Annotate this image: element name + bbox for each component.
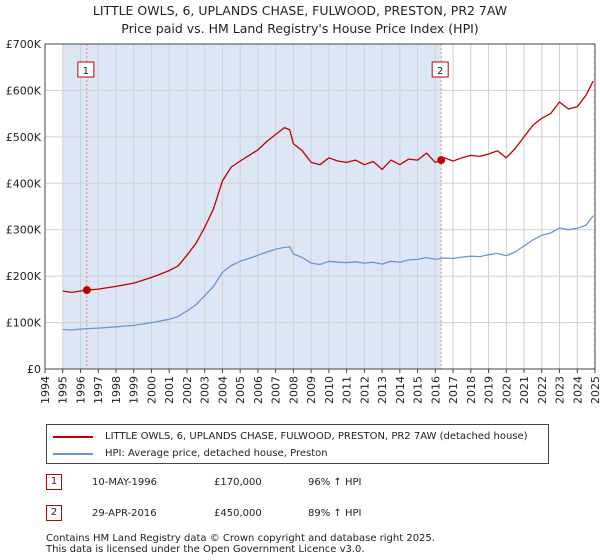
transaction-date: 29-APR-2016: [92, 508, 157, 519]
x-tick-label: 2020: [500, 376, 513, 404]
chart-title: LITTLE OWLS, 6, UPLANDS CHASE, FULWOOD, …: [0, 2, 600, 38]
footer-line2: This data is licensed under the Open Gov…: [46, 544, 365, 555]
x-tick-label: 2003: [199, 376, 212, 404]
x-tick-label: 1995: [57, 376, 70, 404]
price-chart: £0 £100K £200K £300K £400K £500K £600K £700K 199…: [6, 38, 600, 404]
chart-title-line1: LITTLE OWLS, 6, UPLANDS CHASE, FULWOOD, …: [92, 3, 508, 18]
legend: LITTLE OWLS, 6, UPLANDS CHASE, FULWOOD, …: [46, 424, 549, 464]
footer: Contains HM Land Registry data © Crown c…: [46, 533, 435, 555]
sale-point: [82, 286, 91, 295]
transaction-price: £450,000: [214, 508, 262, 519]
x-tick-label: 2013: [376, 376, 389, 404]
hatched-forecast-region: [593, 44, 595, 369]
x-tick-label: 1996: [74, 376, 87, 404]
y-tick-label: £400K: [6, 177, 42, 190]
y-tick-label: £0: [27, 363, 41, 376]
legend-label-hpi: HPI: Average price, detached house, Pres…: [105, 448, 328, 459]
transaction-hpi: 96% ↑ HPI: [308, 477, 362, 488]
x-tick-label: 2008: [287, 376, 300, 404]
x-tick-label: 2002: [181, 376, 194, 404]
x-tick-label: 2000: [145, 376, 158, 404]
shaded-ownership-region: [62, 44, 442, 369]
x-tick-label: 2019: [483, 376, 496, 404]
x-tick-label: 2021: [518, 376, 531, 404]
x-tick-label: 2014: [394, 376, 407, 404]
y-tick-label: £700K: [6, 38, 42, 51]
legend-swatch-property: [53, 436, 93, 438]
x-tick-label: 2004: [216, 376, 229, 404]
y-tick-label: £100K: [6, 317, 42, 330]
sale-marker-label: 1: [83, 66, 89, 77]
transaction-price: £170,000: [214, 477, 262, 488]
x-tick-label: 2023: [554, 376, 567, 404]
transaction-date: 10-MAY-1996: [92, 477, 158, 488]
sale-point: [437, 156, 446, 165]
y-tick-label: £200K: [6, 270, 42, 283]
x-tick-label: 2001: [163, 376, 176, 404]
x-tick-label: 1998: [110, 376, 123, 404]
hpi-line: [62, 215, 594, 331]
x-tick-label: 1994: [39, 376, 52, 404]
x-tick-label: 2009: [305, 376, 318, 404]
transaction-number: 2: [46, 505, 62, 521]
x-tick-label: 2007: [270, 376, 283, 404]
x-tick-label: 2010: [323, 376, 336, 404]
chart-title-line2: Price paid vs. HM Land Registry's House …: [121, 21, 479, 36]
x-tick-label: 2025: [589, 376, 600, 404]
y-tick-label: £500K: [6, 131, 42, 144]
sale-marker-box: [77, 61, 95, 78]
transaction-hpi: 89% ↑ HPI: [308, 508, 362, 519]
transaction-number: 1: [46, 474, 62, 490]
sale-marker-label: 2: [437, 66, 443, 77]
plot-border: [44, 43, 596, 370]
x-tick-label: 2018: [465, 376, 478, 404]
legend-swatch-hpi: [53, 453, 93, 455]
x-tick-label: 2012: [358, 376, 371, 404]
x-tick-label: 2022: [536, 376, 549, 404]
sale-marker-box: [431, 61, 449, 78]
x-tick-label: 1999: [128, 376, 141, 404]
x-tick-label: 2015: [412, 376, 425, 404]
y-tick-label: £300K: [6, 224, 42, 237]
x-tick-label: 2006: [252, 376, 265, 404]
legend-label-property: LITTLE OWLS, 6, UPLANDS CHASE, FULWOOD, …: [105, 431, 528, 442]
x-tick-label: 2016: [429, 376, 442, 404]
transaction-row: 2 29-APR-2016 £450,000 89% ↑ HPI: [46, 505, 566, 523]
property-price-line: [62, 80, 594, 294]
x-tick-label: 2011: [341, 376, 354, 404]
footer-line1: Contains HM Land Registry data © Crown c…: [46, 533, 435, 544]
x-tick-label: 2017: [447, 376, 460, 404]
y-tick-label: £600K: [6, 84, 42, 97]
x-tick-label: 2005: [234, 376, 247, 404]
x-tick-label: 2024: [571, 376, 584, 404]
x-tick-label: 1997: [92, 376, 105, 404]
transaction-row: 1 10-MAY-1996 £170,000 96% ↑ HPI: [46, 474, 566, 492]
